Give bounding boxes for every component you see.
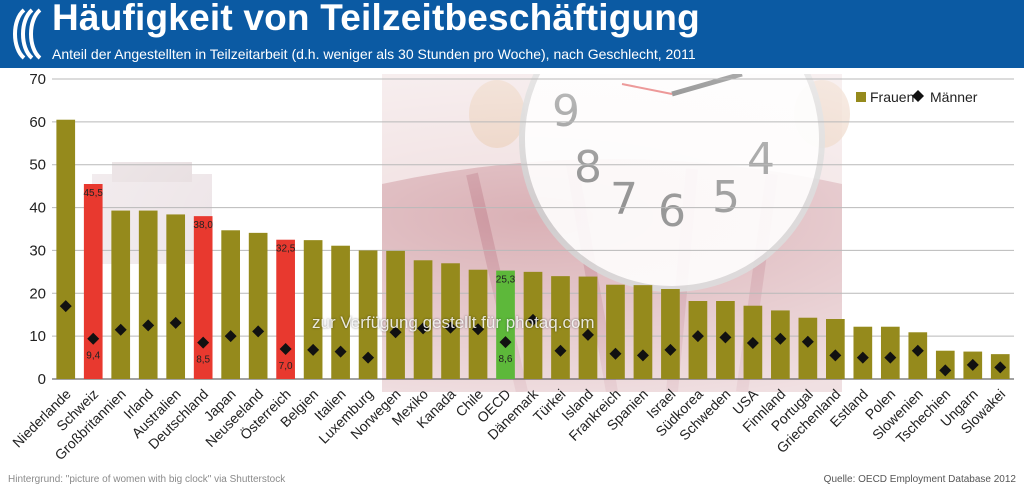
watermark-text: zur Verfügung gestellt für photaq.com [312, 313, 595, 332]
legend: Frauen Männer [856, 89, 978, 105]
bar-value-label: 32,5 [276, 244, 296, 255]
source-note: Quelle: OECD Employment Database 2012 [823, 474, 1016, 485]
marker-maenner [554, 344, 567, 357]
y-axis-ticks: 0 10 20 30 40 50 60 70 [29, 71, 46, 388]
bar-frauen [331, 245, 350, 379]
bar-frauen [166, 214, 186, 379]
bar-value-label: 25,3 [496, 275, 516, 286]
bar-frauen [83, 184, 103, 379]
bar-frauen [248, 232, 268, 379]
marker-maenner [911, 344, 924, 357]
marker-maenner [197, 336, 210, 349]
marker-maenner [746, 337, 759, 349]
marker-maenner [114, 323, 127, 336]
oecd-logo-icon [13, 8, 42, 60]
marker-maenner [994, 361, 1007, 374]
marker-maenner [224, 330, 237, 343]
marker-maenner [362, 351, 375, 364]
marker-maenner [774, 332, 787, 345]
bar-frauen [111, 210, 131, 379]
marker-maenner [142, 319, 155, 332]
marker-maenner [307, 343, 320, 356]
bar-frauen [221, 230, 241, 379]
legend-frauen-swatch [856, 92, 866, 102]
marker-maenner [939, 364, 952, 377]
bar-frauen [441, 263, 460, 379]
bar-value-label: 45,5 [83, 188, 103, 199]
marker-maenner [856, 351, 869, 364]
bar-frauen [358, 250, 378, 379]
marker-maenner [444, 321, 457, 334]
marker-maenner [636, 349, 649, 362]
bar-frauen [496, 270, 515, 379]
marker-value-label: 8,5 [196, 355, 210, 366]
marker-maenner [252, 325, 265, 338]
marker-series-maenner [59, 300, 1007, 377]
legend-frauen-label: Frauen [870, 89, 914, 105]
marker-maenner [389, 326, 402, 339]
y-tick-label: 0 [38, 371, 46, 388]
marker-value-label: 7,0 [279, 361, 293, 372]
marker-maenner [472, 323, 485, 336]
marker-maenner [59, 300, 72, 313]
marker-maenner [691, 330, 704, 343]
marker-maenner [884, 351, 897, 364]
marker-maenner [169, 316, 182, 329]
y-tick-label: 40 [29, 200, 46, 217]
bar-frauen [303, 240, 323, 379]
bar-series-frauen [56, 119, 1010, 379]
marker-value-label: 9,4 [86, 351, 100, 362]
marker-maenner [87, 332, 100, 345]
marker-maenner [417, 322, 430, 335]
bar-value-label: 38,0 [193, 220, 213, 231]
marker-maenner [664, 343, 677, 356]
chart-subtitle: Anteil der Angestellten in Teilzeitarbei… [52, 46, 696, 62]
bar-frauen [606, 284, 625, 379]
y-tick-label: 70 [29, 71, 46, 88]
header-banner: Häufigkeit von Teilzeitbeschäftigung Ant… [0, 0, 1024, 68]
marker-maenner [609, 347, 622, 360]
chart-title: Häufigkeit von Teilzeitbeschäftigung [52, 0, 700, 38]
legend-maenner-label: Männer [930, 89, 978, 105]
y-tick-label: 50 [29, 157, 46, 174]
y-tick-label: 60 [29, 114, 46, 131]
marker-maenner [581, 328, 594, 341]
y-tick-label: 10 [29, 328, 46, 345]
marker-maenner [719, 331, 732, 344]
marker-maenner [499, 336, 512, 349]
bar-frauen [193, 216, 213, 379]
marker-maenner [966, 358, 979, 371]
bar-frauen [798, 317, 818, 379]
x-axis-labels: NiederlandeSchweizGroßbritannienIrlandAu… [9, 385, 1008, 463]
background-credit: Hintergrund: "picture of women with big … [8, 474, 286, 485]
marker-maenner [279, 343, 292, 355]
bar-frauen [413, 260, 433, 379]
marker-maenner [801, 335, 814, 348]
legend-maenner-marker [912, 90, 924, 102]
bar-frauen [386, 250, 405, 379]
marker-maenner [527, 313, 539, 326]
marker-maenner [334, 345, 347, 358]
bar-frauen [771, 310, 790, 379]
y-tick-label: 30 [29, 242, 46, 259]
bar-frauen [56, 119, 76, 379]
y-tick-label: 20 [29, 285, 46, 302]
bar-frauen [633, 285, 653, 379]
bar-frauen [825, 319, 845, 379]
bar-frauen [551, 276, 570, 379]
bar-frauen [276, 239, 295, 379]
marker-value-label: 8,6 [499, 354, 513, 365]
bar-frauen [661, 289, 680, 379]
data-labels: 45,5 9,4 38,0 8,5 32,5 7,0 25,3 8,6 [83, 188, 515, 372]
bar-frauen [138, 210, 158, 379]
marker-maenner [829, 349, 842, 362]
bar-frauen [578, 276, 598, 379]
